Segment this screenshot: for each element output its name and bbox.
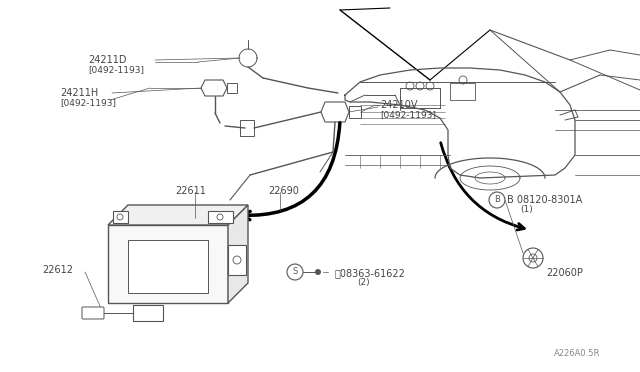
Text: 22611: 22611	[175, 186, 206, 196]
Text: A226A0.5R: A226A0.5R	[554, 349, 600, 358]
Text: 22612: 22612	[42, 265, 73, 275]
FancyArrowPatch shape	[242, 123, 340, 220]
Text: [0492-1193]: [0492-1193]	[380, 110, 436, 119]
Text: B 08120-8301A: B 08120-8301A	[507, 195, 582, 205]
Text: 倃08363-61622: 倃08363-61622	[335, 268, 406, 278]
FancyBboxPatch shape	[128, 240, 208, 293]
FancyBboxPatch shape	[240, 120, 254, 136]
Text: [0492-1193]: [0492-1193]	[88, 65, 144, 74]
Polygon shape	[208, 211, 233, 223]
Polygon shape	[113, 211, 128, 223]
FancyBboxPatch shape	[82, 307, 104, 319]
Polygon shape	[228, 205, 248, 303]
FancyArrowPatch shape	[441, 143, 524, 230]
Text: 22690: 22690	[268, 186, 299, 196]
Polygon shape	[108, 205, 248, 225]
Text: S: S	[292, 267, 298, 276]
FancyBboxPatch shape	[108, 225, 228, 303]
Text: 22060P: 22060P	[546, 268, 583, 278]
FancyBboxPatch shape	[349, 106, 361, 118]
Circle shape	[315, 269, 321, 275]
Text: B: B	[494, 196, 500, 205]
Text: 24210V: 24210V	[380, 100, 417, 110]
Text: (2): (2)	[357, 278, 370, 287]
Polygon shape	[228, 245, 246, 275]
FancyBboxPatch shape	[133, 305, 163, 321]
Text: (1): (1)	[520, 205, 532, 214]
Text: [0492-1193]: [0492-1193]	[60, 98, 116, 107]
Text: 24211D: 24211D	[88, 55, 127, 65]
Text: 24211H: 24211H	[60, 88, 99, 98]
